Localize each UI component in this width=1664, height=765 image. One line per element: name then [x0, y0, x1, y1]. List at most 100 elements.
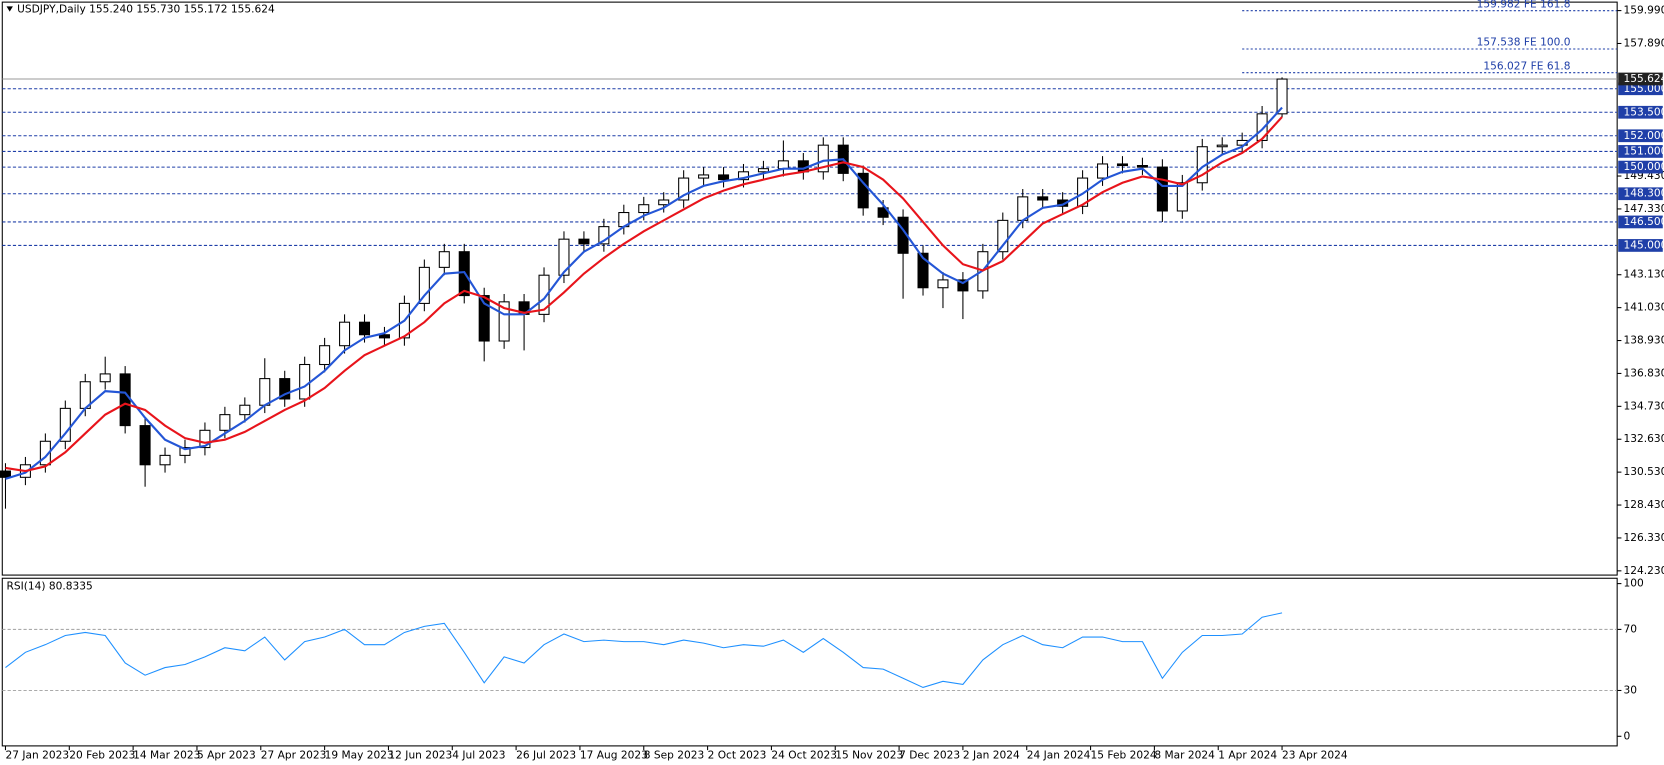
candle-body: [538, 274, 550, 315]
x-tick-label: 19 May 2023: [325, 748, 394, 761]
candle-body: [99, 373, 111, 383]
y-tick-label: 132.630: [1624, 432, 1664, 445]
candle-body: [817, 144, 829, 173]
level-label: 145.000: [1624, 238, 1664, 251]
x-tick-label: 24 Jan 2024: [1027, 748, 1091, 761]
y-tick-label: 157.890: [1624, 36, 1664, 49]
candle-body: [339, 321, 351, 347]
level-label: 150.000: [1624, 160, 1664, 173]
candle-body: [1077, 177, 1089, 207]
level-label-box: [1618, 129, 1663, 143]
candle-body: [179, 447, 191, 456]
x-tick-label: 1 Apr 2024: [1218, 748, 1277, 761]
candle-body: [199, 429, 211, 449]
rsi-title: RSI(14) 80.8335: [7, 580, 93, 593]
x-tick-label: 20 Feb 2023: [69, 748, 135, 761]
candle-body: [937, 279, 949, 289]
x-tick-label: 24 Oct 2023: [771, 748, 837, 761]
level-label-box: [1618, 105, 1663, 119]
x-tick-label: 26 Jul 2023: [516, 748, 576, 761]
candle-body: [259, 378, 271, 406]
level-label-box: [1618, 187, 1663, 201]
candle-body: [319, 345, 331, 366]
y-tick-label: 130.530: [1624, 465, 1664, 478]
menu-triangle[interactable]: [6, 6, 13, 12]
y-tick-label: 128.430: [1624, 498, 1664, 511]
candle-body: [638, 204, 650, 214]
candle-body: [358, 321, 371, 336]
x-tick-label: 12 Jun 2023: [388, 748, 452, 761]
x-tick-label: 5 Apr 2023: [197, 748, 256, 761]
candle-body: [418, 266, 430, 304]
current-price-box: [1618, 72, 1663, 86]
candle-body: [59, 407, 71, 442]
candle-body: [1256, 113, 1268, 141]
x-tick-label: 27 Apr 2023: [261, 748, 327, 761]
candle-body: [678, 177, 690, 201]
level-label: 152.000: [1624, 129, 1664, 142]
candle-body: [239, 404, 251, 416]
candle-body: [438, 251, 450, 268]
candle-body: [1097, 163, 1109, 179]
candle-body: [598, 226, 610, 245]
candle-body: [1216, 144, 1228, 148]
candle-body: [279, 378, 291, 400]
x-tick-label: 23 Apr 2024: [1282, 748, 1348, 761]
price-panel: [1, 1, 1618, 576]
x-tick-label: 15 Feb 2024: [1091, 748, 1157, 761]
y-tick-label: 134.730: [1624, 399, 1664, 412]
rsi-line: [5, 612, 1283, 688]
candle-body: [757, 168, 769, 173]
candle-body: [139, 425, 151, 466]
level-label-box: [1618, 82, 1663, 96]
x-tick-label: 2 Jan 2024: [963, 748, 1020, 761]
x-tick-label: 14 Mar 2023: [133, 748, 200, 761]
moving-average: [5, 106, 1283, 480]
candle-body: [658, 199, 670, 206]
x-tick-label: 17 Aug 2023: [580, 748, 648, 761]
level-label: 146.500: [1624, 215, 1664, 228]
candle-body: [498, 301, 510, 342]
candle-body: [39, 440, 51, 466]
candle-body: [558, 238, 570, 276]
candle-body: [1176, 182, 1188, 212]
fib-label: 157.538 FE 100.0: [1477, 36, 1571, 49]
level-label: 151.000: [1624, 144, 1664, 157]
candle-body: [698, 174, 710, 179]
candle-body: [718, 174, 730, 181]
y-tick-label: 141.030: [1624, 301, 1664, 314]
rsi-tick-label: 70: [1624, 622, 1638, 635]
candle-body: [997, 219, 1009, 253]
current-price-label: 155.624: [1624, 72, 1664, 85]
x-tick-label: 27 Jan 2023: [5, 748, 69, 761]
rsi-tick-label: 100: [1624, 577, 1645, 590]
candle-body: [957, 279, 969, 292]
candle-body: [1156, 166, 1168, 212]
candle-body: [478, 295, 490, 342]
candle-body: [777, 160, 789, 170]
x-tick-label: 8 Mar 2024: [1154, 748, 1215, 761]
chart-title: USDJPY,Daily 155.240 155.730 155.172 155…: [17, 3, 275, 16]
y-tick-label: 136.830: [1624, 366, 1664, 379]
candle-body: [578, 238, 590, 245]
candle-body: [1017, 196, 1029, 221]
candle-body: [378, 334, 390, 339]
fib-label: 156.027 FE 61.8: [1483, 59, 1570, 72]
candle-body: [159, 454, 171, 466]
rsi-tick-label: 30: [1624, 683, 1638, 696]
fib-label: 159.982 FE 161.8: [1477, 0, 1571, 10]
level-label: 153.500: [1624, 105, 1664, 118]
candle-body: [737, 171, 750, 181]
y-tick-label: 124.230: [1624, 564, 1664, 577]
candle-body: [119, 373, 131, 427]
y-tick-label: 143.130: [1624, 268, 1664, 281]
level-label: 148.300: [1624, 187, 1664, 200]
candle-body: [917, 252, 929, 289]
y-tick-label: 147.330: [1624, 202, 1664, 215]
y-tick-label: 159.990: [1624, 4, 1664, 17]
candle-body: [857, 172, 869, 209]
candle-body: [1136, 165, 1148, 168]
